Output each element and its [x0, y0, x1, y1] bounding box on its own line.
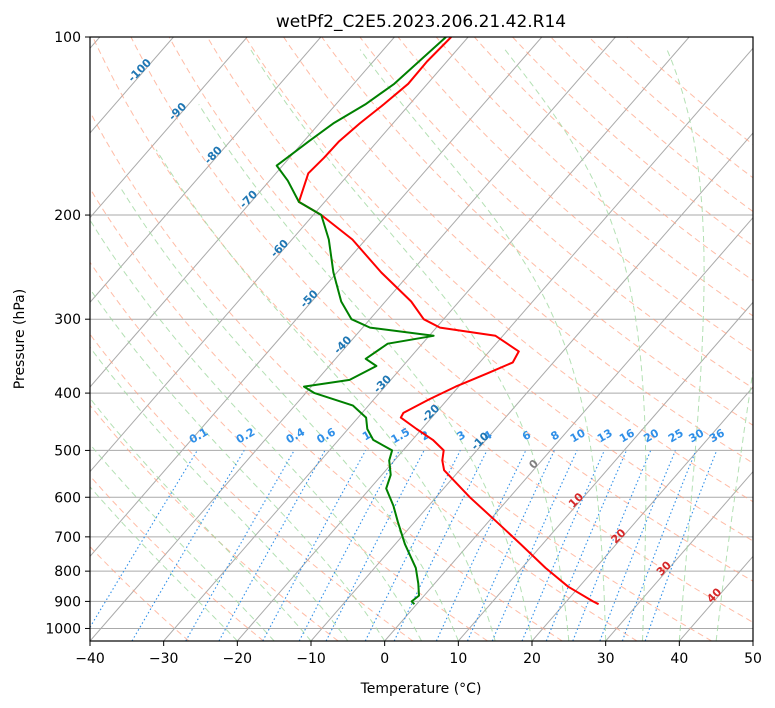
x-tick-label: −30 — [149, 651, 179, 667]
x-tick-label: −40 — [75, 651, 105, 667]
y-tick-label: 600 — [54, 490, 81, 506]
plot-frame — [89, 36, 754, 642]
mixing-ratio-line — [218, 450, 326, 641]
isotherm-line — [163, 37, 690, 641]
mixing-ratio-line — [393, 450, 488, 641]
isotherm-line — [605, 470, 753, 641]
y-tick-label: 300 — [54, 312, 81, 328]
mixing-ratio-line — [131, 450, 245, 641]
y-tick-label: 500 — [54, 443, 81, 459]
mixing-ratio-line — [364, 450, 461, 641]
mixing-ratio-line — [521, 450, 605, 641]
moist-adiabat-line — [504, 49, 647, 641]
dry-adiabat-line — [90, 187, 563, 641]
dry-adiabat-line — [90, 333, 414, 641]
moist-adiabat-line — [666, 49, 705, 641]
moist-adiabat-line — [90, 288, 386, 641]
moist-adiabat-line — [90, 486, 238, 641]
y-tick-label: 800 — [54, 564, 81, 580]
moist-adiabat-line — [250, 49, 570, 641]
y-tick-label: 100 — [54, 30, 81, 46]
isotherm-line — [90, 37, 395, 388]
x-tick-label: 30 — [597, 651, 615, 667]
dry-adiabat-line — [90, 475, 264, 641]
x-tick-label: −20 — [223, 651, 253, 667]
chart-axes: −40 −30 −20 −10 0 10 20 30 40 50 100 200 300 400 500 60… — [45, 30, 762, 667]
y-axis-title: Pressure (hPa) — [12, 289, 28, 389]
mixing-ratio-line — [185, 450, 295, 641]
dry-adiabat-line — [321, 37, 753, 426]
moist-adiabat-line — [90, 221, 422, 641]
mixing-ratio-line — [262, 450, 367, 641]
y-tick-label: 400 — [54, 386, 81, 402]
dewpoint-profile-line — [275, 37, 447, 605]
x-axis-title: Temperature (°C) — [360, 681, 482, 697]
isotherm-line — [90, 37, 543, 558]
y-tick-label: 200 — [54, 208, 81, 224]
moist-adiabat-line — [120, 187, 459, 641]
mixing-ratio-line — [435, 450, 527, 641]
moist-adiabat-line — [715, 367, 753, 641]
isotherm-line — [752, 640, 753, 641]
x-tick-label: 10 — [449, 651, 467, 667]
x-tick-label: 40 — [670, 651, 688, 667]
temperature-profile-line — [297, 37, 600, 606]
dry-adiabat-line — [474, 37, 753, 282]
x-tick-label: −10 — [296, 651, 326, 667]
isotherm-line — [457, 301, 753, 641]
moist-adiabat-line — [90, 397, 312, 641]
mixing-ratio-line — [545, 450, 628, 641]
y-tick-label: 1000 — [45, 621, 81, 637]
isotherm-line — [90, 37, 616, 641]
moist-adiabat-line — [90, 443, 275, 641]
moist-adiabat-line — [155, 149, 496, 641]
moist-adiabat-line — [198, 104, 533, 641]
mixing-ratio-line — [90, 450, 198, 629]
dry-adiabat-line — [90, 110, 638, 641]
chart-grid — [90, 37, 753, 641]
y-tick-label: 700 — [54, 530, 81, 546]
x-tick-label: 0 — [380, 651, 389, 667]
chart-series — [275, 37, 600, 606]
isotherm-line — [90, 37, 469, 473]
mixing-ratio-line — [644, 450, 718, 641]
mixing-ratio-line — [466, 450, 555, 641]
moist-adiabat-line — [359, 49, 607, 641]
dry-adiabat-line — [283, 37, 753, 464]
isotherm-line — [90, 37, 322, 304]
moist-adiabat-line — [90, 346, 349, 641]
dry-adiabat-line — [92, 37, 712, 641]
isotherm-line — [384, 216, 753, 641]
dry-adiabat-line — [130, 37, 753, 623]
dry-adiabat-line — [512, 37, 753, 247]
isotherm-line — [90, 37, 248, 219]
chart-title: wetPf2_C2E5.2023.206.21.42.R14 — [276, 12, 566, 32]
dry-adiabat-line — [397, 37, 753, 353]
isotherm-line — [531, 386, 753, 641]
y-tick-label: 900 — [54, 594, 81, 610]
dry-adiabat-line — [359, 37, 753, 389]
x-tick-label: 50 — [744, 651, 762, 667]
dry-adiabat-line — [244, 37, 753, 503]
x-tick-label: 20 — [523, 651, 541, 667]
